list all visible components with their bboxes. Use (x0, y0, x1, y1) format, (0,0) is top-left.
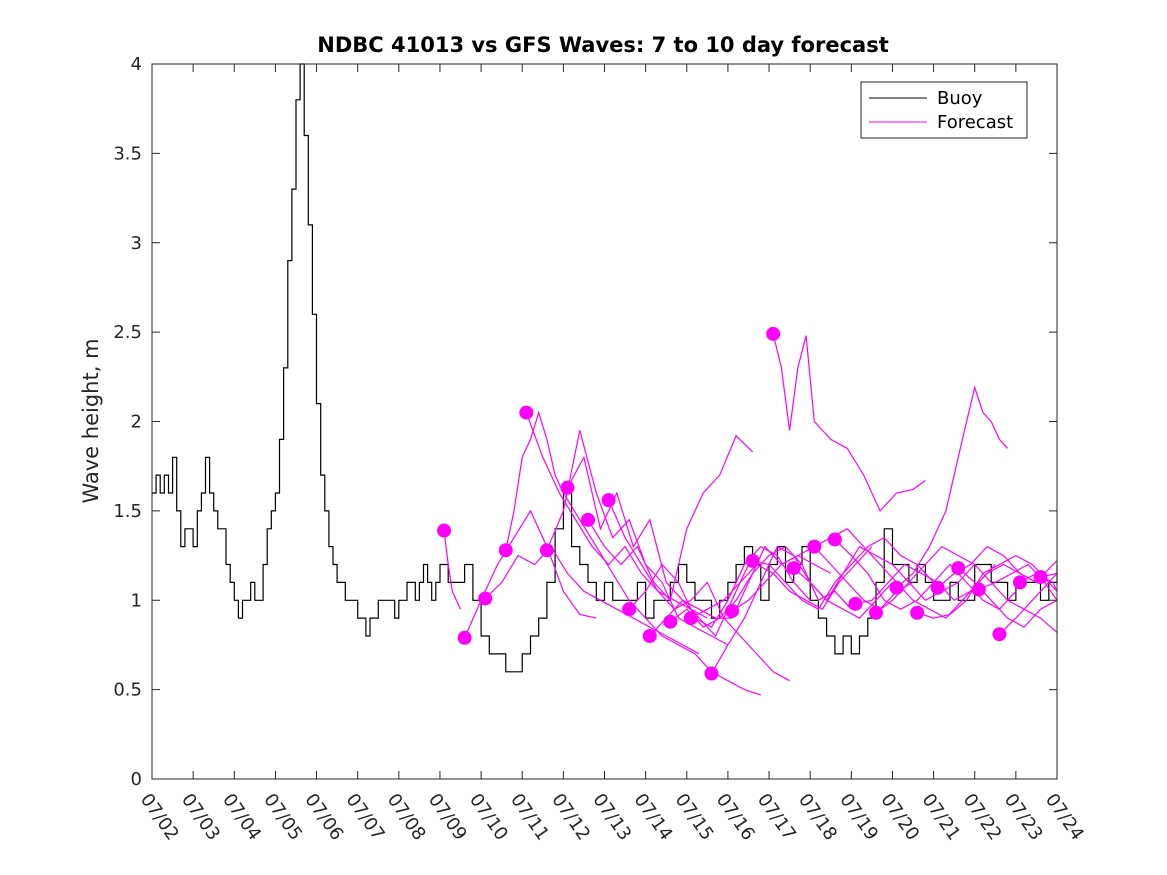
forecast-line (834, 539, 1017, 610)
forecast-line (525, 412, 708, 619)
forecast-start-marker (581, 512, 596, 527)
forecast-line (855, 563, 1037, 605)
chart-title: NDBC 41013 vs GFS Waves: 7 to 10 day for… (317, 33, 888, 57)
forecast-line (772, 333, 926, 512)
forecast-start-marker (1033, 570, 1048, 585)
legend-box (860, 81, 1028, 139)
forecast-start-marker (457, 630, 472, 645)
forecast-start-marker (971, 582, 986, 597)
legend-buoy-label: Buoy (937, 88, 983, 109)
forecast-start-marker (663, 614, 678, 629)
forecast-line (669, 545, 852, 628)
forecast-line (896, 385, 1009, 589)
forecast-line (443, 530, 462, 610)
forecast-start-marker (1012, 575, 1027, 590)
legend: Buoy Forecast (860, 81, 1028, 139)
forecast-start-marker (766, 326, 781, 341)
y-tick-label: 0 (131, 769, 142, 790)
forecast-start-marker (827, 532, 842, 547)
legend-forecast-label: Forecast (937, 112, 1013, 133)
forecast-start-marker (848, 596, 863, 611)
forecast-start-marker (807, 539, 822, 554)
forecast-start-marker (704, 666, 719, 681)
forecast-start-marker (622, 602, 637, 617)
forecast-start-marker (992, 627, 1007, 642)
forecast-start-marker (786, 561, 801, 576)
y-axis-label: Wave height, m (79, 338, 103, 503)
forecast-line (628, 545, 811, 628)
plot-area-frame (151, 63, 1058, 780)
forecast-line (587, 434, 754, 602)
forecast-start-marker (642, 629, 657, 643)
forecast-line (814, 528, 996, 619)
forecast-start-marker (498, 543, 513, 558)
forecast-start-marker (910, 605, 925, 620)
forecast-start-marker (519, 405, 534, 420)
forecast-line (608, 499, 790, 682)
buoy-line (152, 63, 1058, 673)
y-tick-label: 2 (131, 412, 142, 433)
buoy-series (152, 63, 1058, 673)
y-tick-label: 1.5 (113, 501, 142, 522)
forecast-line (875, 545, 1058, 633)
y-tick-label: 1 (131, 590, 142, 611)
forecast-start-marker (869, 605, 883, 620)
forecast-series (437, 326, 1058, 696)
y-tick-label: 0.5 (113, 680, 142, 701)
forecast-start-marker (601, 493, 616, 508)
forecast-start-marker (539, 543, 554, 558)
y-tick-label: 2.5 (113, 322, 142, 343)
forecast-start-marker (889, 580, 904, 595)
forecast-line (710, 545, 893, 674)
forecast-start-marker (725, 603, 740, 618)
forecast-line (546, 430, 729, 646)
forecast-start-marker (560, 480, 575, 495)
forecast-line (649, 545, 832, 637)
forecast-line (731, 545, 914, 612)
forecast-line (484, 545, 700, 655)
forecast-start-marker (930, 580, 945, 595)
forecast-start-marker (951, 561, 966, 576)
forecast-start-marker (745, 553, 760, 568)
forecast-start-marker (683, 611, 698, 626)
forecast-line (998, 572, 1058, 635)
forecast-line (464, 509, 597, 639)
forecast-start-marker (437, 523, 452, 538)
y-tick-label: 4 (131, 54, 142, 75)
y-tick-label: 3 (131, 233, 142, 254)
forecast-line (690, 546, 873, 619)
y-tick-label: 3.5 (113, 143, 142, 164)
forecast-line (566, 455, 750, 638)
forecast-line (957, 567, 1058, 628)
forecast-start-marker (478, 591, 493, 606)
